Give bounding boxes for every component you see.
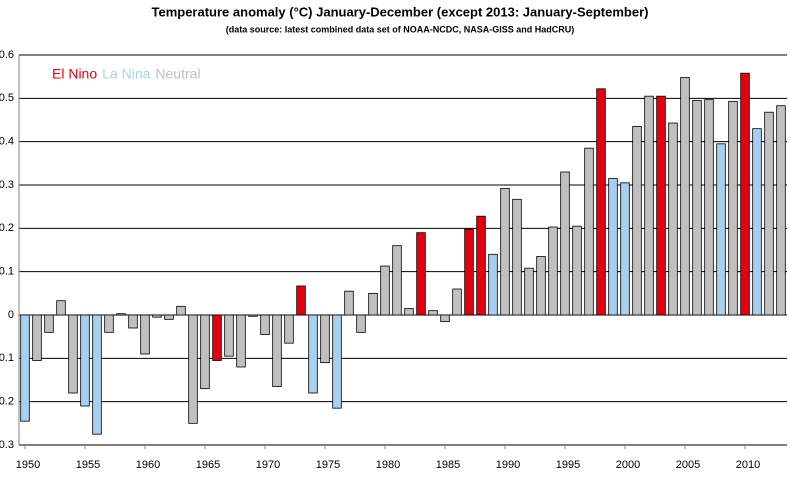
- x-tick-label: 1960: [136, 459, 160, 471]
- bar: [344, 290, 354, 316]
- bar: [596, 88, 606, 316]
- bar: [692, 100, 702, 316]
- bar: [260, 314, 270, 335]
- bar: [188, 314, 198, 424]
- bar: [440, 314, 450, 322]
- bar: [428, 310, 438, 316]
- bar: [56, 300, 66, 316]
- bar: [404, 308, 414, 316]
- bar: [476, 215, 486, 316]
- bar: [68, 314, 78, 394]
- bar: [452, 288, 462, 316]
- x-tick-label: 1950: [16, 459, 40, 471]
- legend-label: Neutral: [155, 66, 200, 82]
- bar: [320, 314, 330, 364]
- bar: [332, 314, 342, 409]
- bar: [500, 188, 510, 316]
- y-tick-label: 0.2: [0, 222, 14, 234]
- bar: [92, 314, 102, 435]
- bar: [308, 314, 318, 394]
- bar: [752, 128, 762, 316]
- bar: [380, 265, 390, 316]
- bar: [632, 126, 642, 316]
- y-tick-label: -0.2: [0, 396, 14, 408]
- bar: [44, 314, 54, 333]
- bar: [656, 95, 666, 316]
- bar: [32, 314, 42, 361]
- x-tick-label: 1955: [76, 459, 100, 471]
- y-tick-label: 0.5: [0, 92, 14, 104]
- bar: [116, 313, 126, 316]
- x-tick-label: 1965: [196, 459, 220, 471]
- x-tick-label: 2010: [736, 459, 760, 471]
- bar: [716, 143, 726, 316]
- bar: [200, 314, 210, 390]
- x-tick-label: 1980: [376, 459, 400, 471]
- bar: [152, 314, 162, 318]
- bar: [392, 245, 402, 316]
- bar: [80, 314, 90, 407]
- chart-title: Temperature anomaly (°C) January-Decembe…: [152, 4, 649, 19]
- legend-label: La Nina: [102, 66, 150, 82]
- bar: [572, 225, 582, 316]
- bar: [704, 99, 714, 316]
- x-tick-label: 1990: [496, 459, 520, 471]
- bar: [644, 95, 654, 316]
- bar: [272, 314, 282, 387]
- bar: [104, 314, 114, 333]
- y-tick-label: -0.1: [0, 352, 14, 364]
- chart-subtitle: (data source: latest combined data set o…: [226, 24, 575, 34]
- legend-label: El Nino: [52, 66, 97, 82]
- bar: [512, 198, 522, 316]
- bar: [416, 232, 426, 316]
- bar: [224, 314, 234, 357]
- bar: [728, 100, 738, 316]
- bar: [20, 314, 30, 422]
- bar: [176, 305, 186, 316]
- bar: [764, 111, 774, 316]
- bar: [128, 314, 138, 329]
- y-tick-label: 0.4: [0, 136, 14, 148]
- bar: [284, 314, 294, 344]
- bar: [368, 292, 378, 316]
- x-tick-label: 1975: [316, 459, 340, 471]
- bar: [608, 178, 618, 316]
- y-tick-label: 0.3: [0, 179, 14, 191]
- x-tick-label: 1985: [436, 459, 460, 471]
- bar: [140, 314, 150, 355]
- bar: [356, 314, 366, 333]
- x-tick-label: 1995: [556, 459, 580, 471]
- x-tick-label: 2005: [676, 459, 700, 471]
- bar: [164, 314, 174, 320]
- y-tick-label: 0.6: [0, 49, 14, 61]
- bar: [536, 256, 546, 316]
- bar: [560, 171, 570, 316]
- bar: [548, 226, 558, 316]
- bar: [584, 147, 594, 316]
- bar: [740, 72, 750, 316]
- y-tick-label: 0.1: [0, 266, 14, 278]
- x-tick-label: 2000: [616, 459, 640, 471]
- bar: [296, 285, 306, 316]
- bar: [488, 253, 498, 316]
- y-tick-label: -0.3: [0, 439, 14, 451]
- bar: [668, 122, 678, 316]
- bar: [464, 228, 474, 316]
- bar: [236, 314, 246, 368]
- x-tick-label: 1970: [256, 459, 280, 471]
- bar: [776, 105, 786, 316]
- bar: [248, 314, 258, 317]
- bar: [620, 182, 630, 316]
- y-tick-label: 0: [8, 309, 14, 321]
- bar: [680, 77, 690, 316]
- bar: [212, 314, 222, 361]
- bar: [524, 267, 534, 316]
